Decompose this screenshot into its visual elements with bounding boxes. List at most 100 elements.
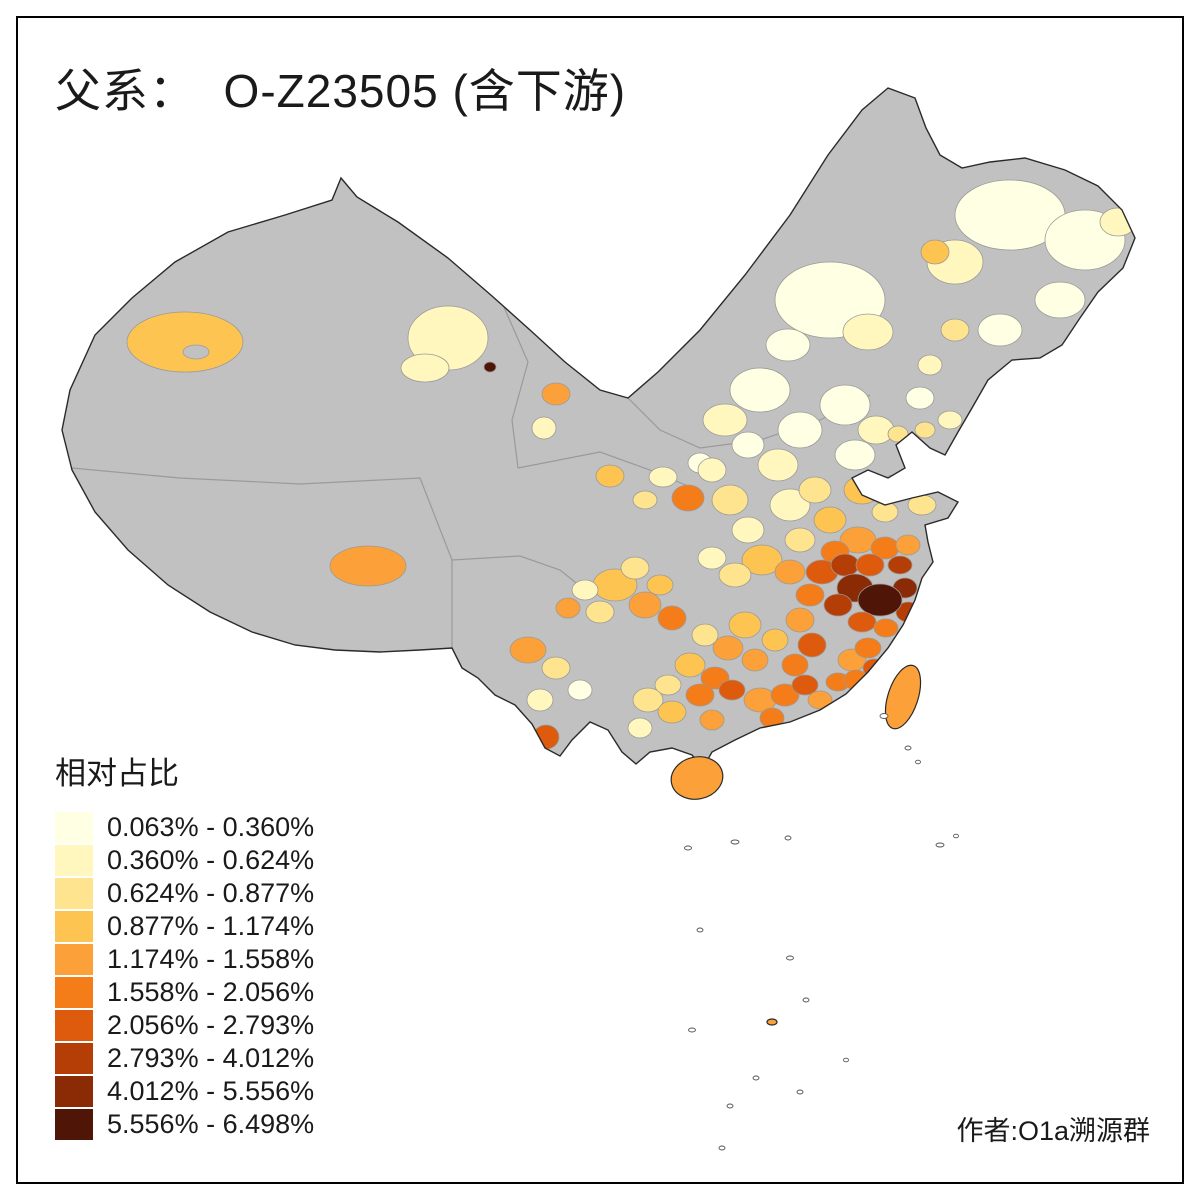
map-region bbox=[697, 546, 727, 570]
map-region bbox=[526, 688, 554, 712]
map-region bbox=[571, 579, 599, 601]
map-region bbox=[712, 635, 744, 661]
legend-label: 1.558% - 2.056% bbox=[107, 977, 315, 1007]
legend-swatch bbox=[55, 944, 93, 975]
map-region bbox=[697, 457, 727, 483]
map-region bbox=[728, 611, 762, 639]
map-region bbox=[685, 683, 715, 707]
map-region bbox=[670, 756, 724, 800]
map-region bbox=[702, 403, 748, 437]
map-region bbox=[329, 545, 407, 587]
legend-row: 1.174% - 1.558% bbox=[55, 943, 314, 976]
map-region bbox=[654, 674, 682, 696]
map-region bbox=[895, 534, 921, 556]
map-region bbox=[627, 717, 653, 739]
map-region bbox=[878, 474, 912, 500]
map-region bbox=[784, 527, 816, 553]
map-region bbox=[509, 636, 547, 664]
legend-row: 5.556% - 6.498% bbox=[55, 1108, 314, 1141]
legend-label: 5.556% - 6.498% bbox=[107, 1109, 315, 1139]
map-region bbox=[400, 353, 450, 383]
legend-title: 相对占比 bbox=[55, 756, 179, 791]
map-region bbox=[842, 313, 894, 351]
prefecture-regions-layer bbox=[126, 179, 1135, 750]
legend-rows: 0.063% - 0.360% 0.360% - 0.624% 0.624% - 0… bbox=[55, 811, 314, 1141]
map-region bbox=[777, 411, 823, 449]
map-region bbox=[795, 583, 825, 607]
map-region bbox=[819, 384, 871, 426]
legend-row: 2.056% - 2.793% bbox=[55, 1009, 314, 1042]
map-region bbox=[914, 421, 936, 439]
map-region bbox=[887, 555, 913, 575]
map-region bbox=[854, 637, 882, 659]
legend-label: 0.877% - 1.174% bbox=[107, 911, 315, 941]
map-region bbox=[483, 361, 497, 373]
map-region bbox=[977, 313, 1023, 347]
legend-row: 4.012% - 5.556% bbox=[55, 1075, 314, 1108]
legend-row: 0.877% - 1.174% bbox=[55, 910, 314, 943]
map-region bbox=[711, 484, 749, 516]
map-region bbox=[585, 600, 615, 624]
legend-label: 2.056% - 2.793% bbox=[107, 1010, 315, 1040]
islands-layer bbox=[670, 664, 922, 1026]
map-region bbox=[182, 344, 210, 360]
legend-swatch bbox=[55, 1010, 93, 1041]
map-region bbox=[541, 382, 571, 406]
map-region bbox=[757, 448, 799, 482]
china-outline bbox=[61, 87, 1136, 770]
map-region bbox=[940, 318, 970, 342]
map-region bbox=[567, 679, 593, 701]
map-region bbox=[791, 674, 819, 696]
map-region bbox=[887, 425, 909, 443]
map-region bbox=[632, 490, 658, 510]
legend-label: 0.063% - 0.360% bbox=[107, 812, 315, 842]
map-region bbox=[657, 700, 687, 724]
map-region bbox=[857, 583, 903, 617]
legend-row: 2.793% - 4.012% bbox=[55, 1042, 314, 1075]
legend-label: 1.174% - 1.558% bbox=[107, 944, 315, 974]
map-region bbox=[674, 652, 706, 678]
map-region bbox=[729, 367, 791, 413]
map-region bbox=[555, 597, 581, 619]
map-region bbox=[718, 562, 752, 588]
map-region bbox=[595, 464, 625, 488]
legend-swatch bbox=[55, 977, 93, 1008]
map-region bbox=[718, 679, 746, 701]
legend-swatch bbox=[55, 1076, 93, 1107]
map-region bbox=[937, 410, 963, 430]
map-region bbox=[699, 709, 725, 731]
map-region bbox=[884, 664, 922, 730]
legend-label: 0.624% - 0.877% bbox=[107, 878, 315, 908]
legend-row: 1.558% - 2.056% bbox=[55, 976, 314, 1009]
map-region bbox=[741, 648, 769, 672]
map-region bbox=[731, 431, 765, 459]
map-region bbox=[905, 386, 935, 410]
map-region bbox=[781, 653, 809, 677]
legend-swatch bbox=[55, 911, 93, 942]
page-title: 父系： O-Z23505 (含下游) bbox=[55, 65, 627, 117]
map-region bbox=[657, 605, 687, 631]
map-region bbox=[691, 623, 719, 647]
map-region bbox=[813, 506, 847, 534]
map-region bbox=[1099, 207, 1135, 237]
legend-swatch bbox=[55, 845, 93, 876]
legend-row: 0.360% - 0.624% bbox=[55, 844, 314, 877]
map-region bbox=[917, 354, 943, 376]
map-region bbox=[532, 724, 560, 750]
map-region bbox=[847, 611, 877, 633]
legend: 相对占比 0.063% - 0.360% 0.360% - 0.624% 0.624… bbox=[55, 748, 314, 1141]
map-region bbox=[741, 544, 783, 576]
map-region bbox=[671, 484, 705, 512]
map-region bbox=[798, 476, 832, 504]
author-credit: 作者:O1a溯源群 bbox=[956, 1116, 1150, 1146]
map-region bbox=[646, 574, 674, 596]
legend-label: 4.012% - 5.556% bbox=[107, 1076, 315, 1106]
map-region bbox=[807, 690, 833, 710]
map-region bbox=[774, 559, 806, 585]
legend-row: 0.624% - 0.877% bbox=[55, 877, 314, 910]
map-region bbox=[531, 416, 557, 440]
legend-row: 0.063% - 0.360% bbox=[55, 811, 314, 844]
